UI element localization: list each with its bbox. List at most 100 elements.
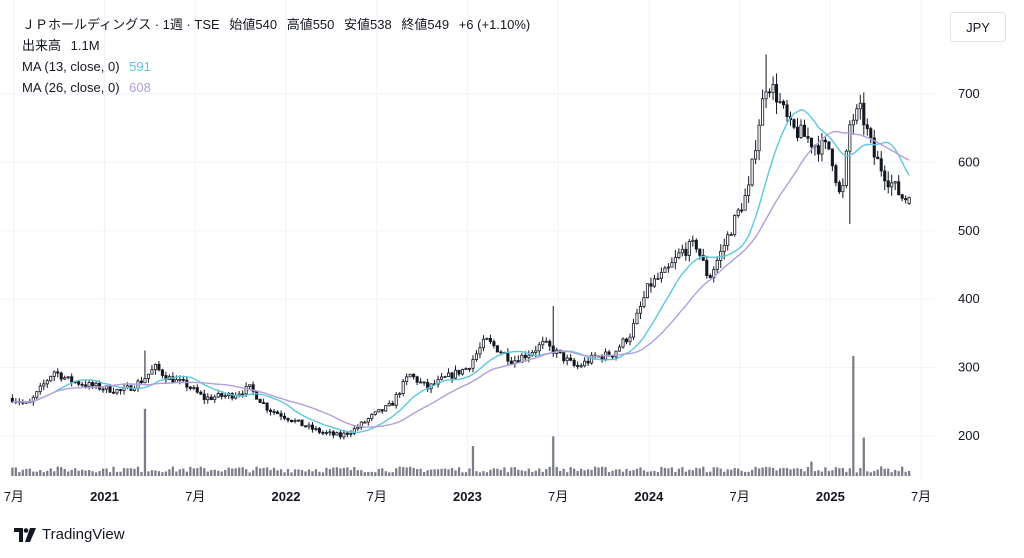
volume-bar: [580, 468, 583, 476]
volume-bar: [304, 471, 307, 476]
volume-bar: [674, 471, 677, 476]
tradingview-logo[interactable]: TradingView: [14, 526, 125, 543]
candle-body: [59, 372, 63, 380]
candle-body: [656, 277, 660, 280]
candle-body: [188, 386, 192, 389]
candle: [384, 405, 388, 412]
currency-button[interactable]: JPY: [950, 12, 1006, 42]
volume-bar: [74, 468, 77, 476]
candle: [401, 378, 405, 397]
candle: [897, 175, 901, 196]
volume-bar: [625, 468, 628, 476]
volume-bar: [255, 466, 258, 476]
volume-bar: [67, 471, 70, 476]
candle-body: [611, 355, 615, 358]
volume-bar: [91, 471, 94, 476]
candle: [555, 347, 559, 358]
volume-bar: [412, 467, 415, 476]
candle-body: [670, 262, 674, 268]
x-tick-label: 7月: [730, 489, 750, 504]
candle-body: [272, 411, 276, 413]
candle-body: [98, 382, 102, 390]
candle-body: [827, 141, 831, 150]
candle-body: [112, 391, 116, 394]
volume-bar: [46, 470, 49, 476]
volume-bar: [541, 471, 544, 476]
volume-bar: [621, 471, 625, 476]
candle-body: [781, 101, 786, 106]
candle: [293, 418, 297, 424]
volume-bar: [632, 470, 635, 476]
volume-bar: [234, 468, 237, 476]
candle-body: [49, 375, 53, 382]
candle-body: [345, 432, 349, 435]
candle: [785, 100, 789, 122]
candle-body: [876, 156, 880, 160]
volume-bar: [688, 469, 691, 476]
x-tick-label: 7月: [185, 489, 205, 504]
candle-body: [70, 376, 74, 383]
volume-bar: [475, 471, 478, 476]
volume-bar: [402, 467, 405, 476]
candle: [307, 422, 311, 430]
volume-label: 出来高: [22, 38, 62, 53]
candle-body: [317, 428, 321, 433]
x-tick-label: 2024: [634, 489, 664, 504]
volume-bar: [105, 468, 108, 476]
candle-body: [199, 391, 203, 395]
volume-bar: [332, 467, 335, 476]
volume-bar: [586, 469, 590, 476]
candle: [492, 339, 496, 349]
candle-body: [907, 196, 911, 204]
candle: [768, 88, 772, 98]
candle: [907, 196, 911, 205]
volume-bar: [63, 469, 66, 476]
candle-body: [213, 396, 217, 401]
candle-body: [35, 391, 39, 398]
axes: 200 300 400 500 600 700 7月 2021 7月 2022 7月 2023 7月 20…: [4, 86, 980, 504]
candle: [426, 378, 430, 392]
volume-bar: [426, 470, 429, 476]
candle-body: [572, 359, 576, 366]
candle-body: [708, 275, 712, 279]
candle: [139, 376, 144, 384]
candle: [366, 417, 370, 426]
candle: [349, 430, 353, 438]
candle: [879, 151, 883, 177]
volume-bar: [189, 466, 192, 476]
volume-bar: [545, 469, 548, 476]
volume-bar: [559, 470, 562, 476]
candle: [262, 398, 266, 405]
candle-body: [617, 346, 622, 352]
volume-bar: [154, 470, 157, 476]
volume-bar: [744, 471, 747, 476]
candle-body: [809, 137, 813, 148]
candle: [286, 417, 290, 423]
candle: [638, 301, 642, 320]
candle-body: [691, 239, 695, 242]
candle-body: [269, 409, 273, 412]
candle-body: [220, 393, 224, 397]
candle-body: [785, 104, 789, 118]
volume-bar: [597, 467, 600, 476]
candle-body: [223, 395, 227, 398]
volume-bar: [649, 471, 653, 476]
low-value: 538: [370, 17, 392, 32]
candle: [296, 419, 301, 422]
volume-bar: [112, 466, 115, 476]
candle-body: [307, 424, 311, 428]
candle-body: [255, 390, 259, 400]
candle: [265, 402, 269, 413]
candle: [136, 378, 140, 392]
volume-bar: [771, 467, 775, 476]
candle-body: [638, 306, 642, 314]
volume-bar: [161, 472, 164, 476]
candle-body: [820, 139, 824, 155]
volume-bar: [185, 471, 188, 476]
volume-bar: [764, 466, 768, 476]
candle-body: [283, 415, 287, 419]
candle-body: [534, 350, 538, 353]
volume-bar: [119, 471, 122, 476]
volume-bar: [813, 471, 817, 476]
